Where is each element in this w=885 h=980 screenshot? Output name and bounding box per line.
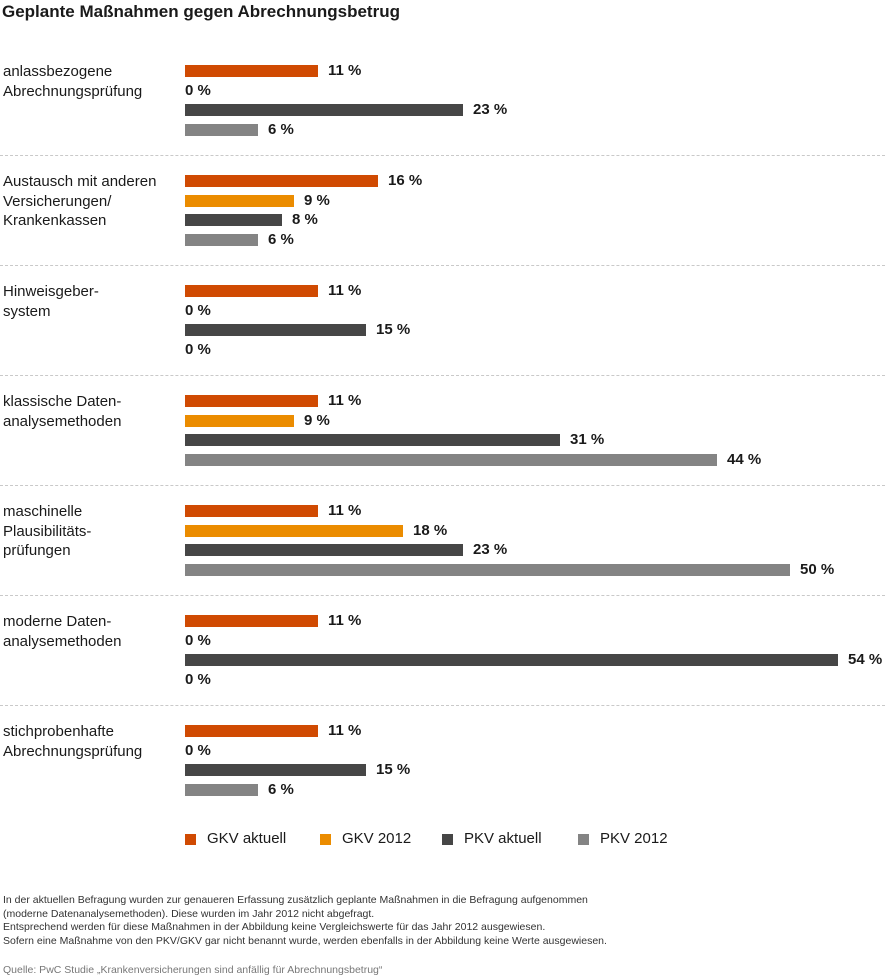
value-label: 23 % <box>473 541 508 558</box>
bar-gkv-aktuell <box>185 615 318 627</box>
footnote-line: Entsprechend werden für diese Maßnahmen … <box>3 921 546 933</box>
bar-gkv-aktuell <box>185 285 318 297</box>
value-label: 6 % <box>268 230 294 248</box>
value-label: 15 % <box>376 321 411 338</box>
group-divider <box>0 485 885 486</box>
legend-swatch-pkv-2012 <box>578 834 589 845</box>
footnote-line: (moderne Datenanalysemethoden). Diese wu… <box>3 907 375 920</box>
group-divider <box>0 595 885 596</box>
footnote-line: Sofern eine Maßnahme von den PKV/GKV gar… <box>3 934 607 947</box>
value-label: 11 % <box>328 282 362 299</box>
bar-gkv-2012 <box>185 414 294 427</box>
bar-pkv-aktuell <box>185 764 366 776</box>
value-label: 11 % <box>328 502 362 519</box>
value-label: 18 % <box>413 521 448 539</box>
legend-swatch-pkv-aktuell <box>442 834 453 845</box>
chart-title: Geplante Maßnahmen gegen Abrechnungsbetr… <box>2 2 400 21</box>
group-divider <box>0 705 885 706</box>
category-label: Hinweisgeber- system <box>3 283 99 320</box>
bar-pkv-2012 <box>185 563 790 576</box>
bar-gkv-aktuell <box>185 175 378 187</box>
footnote-line: In der aktuellen Befragung wurden zur ge… <box>3 894 588 906</box>
group-divider <box>0 155 885 156</box>
bar-pkv-2012 <box>185 233 258 246</box>
value-label: 44 % <box>727 450 762 468</box>
value-label: 6 % <box>268 780 294 798</box>
value-label: 6 % <box>268 120 294 138</box>
source-note: Quelle: PwC Studie „Krankenversicherunge… <box>3 964 383 976</box>
value-label: 54 % <box>848 651 883 668</box>
value-label: 9 % <box>304 411 330 429</box>
bar-pkv-aktuell <box>185 654 838 666</box>
bar-gkv-2012 <box>185 194 294 207</box>
footnote: In der aktuellen Befragung wurden zur ge… <box>3 894 883 948</box>
value-label: 0 % <box>185 81 211 99</box>
legend-swatch-gkv-2012 <box>320 834 331 845</box>
category-label: stichprobenhafte Abrechnungsprüfung <box>3 723 143 760</box>
bar-pkv-aktuell <box>185 104 463 116</box>
value-label: 0 % <box>185 670 211 688</box>
value-label: 11 % <box>328 392 362 409</box>
value-label: 23 % <box>473 101 508 118</box>
bar-pkv-2012 <box>185 453 717 466</box>
value-label: 15 % <box>376 761 411 778</box>
legend: GKV aktuell GKV 2012 PKV aktuell PKV 201… <box>0 829 885 851</box>
value-label: 11 % <box>328 722 362 739</box>
bar-gkv-aktuell <box>185 725 318 737</box>
value-label: 11 % <box>328 612 362 629</box>
category-label: anlassbezogene Abrechnungsprüfung <box>3 63 143 100</box>
category-label: moderne Daten- analysemethoden <box>3 613 122 650</box>
bar-gkv-aktuell <box>185 505 318 517</box>
group-divider <box>0 375 885 376</box>
bar-gkv-aktuell <box>185 65 318 77</box>
bar-pkv-2012 <box>185 123 258 136</box>
group-divider <box>0 265 885 266</box>
bar-gkv-2012 <box>185 524 403 537</box>
value-label: 0 % <box>185 301 211 319</box>
bar-pkv-2012 <box>185 783 258 796</box>
value-label: 11 % <box>328 62 362 79</box>
value-label: 0 % <box>185 741 211 759</box>
value-label: 16 % <box>388 172 423 189</box>
category-label: Austausch mit anderen Versicherungen/ Kr… <box>3 173 157 229</box>
legend-swatch-gkv-aktuell <box>185 834 196 845</box>
category-label: maschinelle Plausibilitäts- prüfungen <box>3 503 92 559</box>
bar-pkv-aktuell <box>185 544 463 556</box>
legend-label-pkv-2012: PKV 2012 <box>600 830 668 847</box>
bar-gkv-aktuell <box>185 395 318 407</box>
bar-chart: anlassbezogene Abrechnungsprüfung 11 % 0 %… <box>0 62 885 798</box>
bar-pkv-aktuell <box>185 434 560 446</box>
category-label: klassische Daten- analysemethoden <box>3 393 122 430</box>
legend-label-gkv-2012: GKV 2012 <box>342 830 412 847</box>
bar-pkv-aktuell <box>185 214 282 226</box>
value-label: 8 % <box>292 211 318 228</box>
value-label: 50 % <box>800 560 835 578</box>
value-label: 0 % <box>185 631 211 649</box>
value-label: 31 % <box>570 431 605 448</box>
legend-label-gkv-aktuell: GKV aktuell <box>207 830 287 847</box>
value-label: 0 % <box>185 340 211 358</box>
bar-pkv-aktuell <box>185 324 366 336</box>
legend-label-pkv-aktuell: PKV aktuell <box>464 830 542 847</box>
value-label: 9 % <box>304 191 330 209</box>
